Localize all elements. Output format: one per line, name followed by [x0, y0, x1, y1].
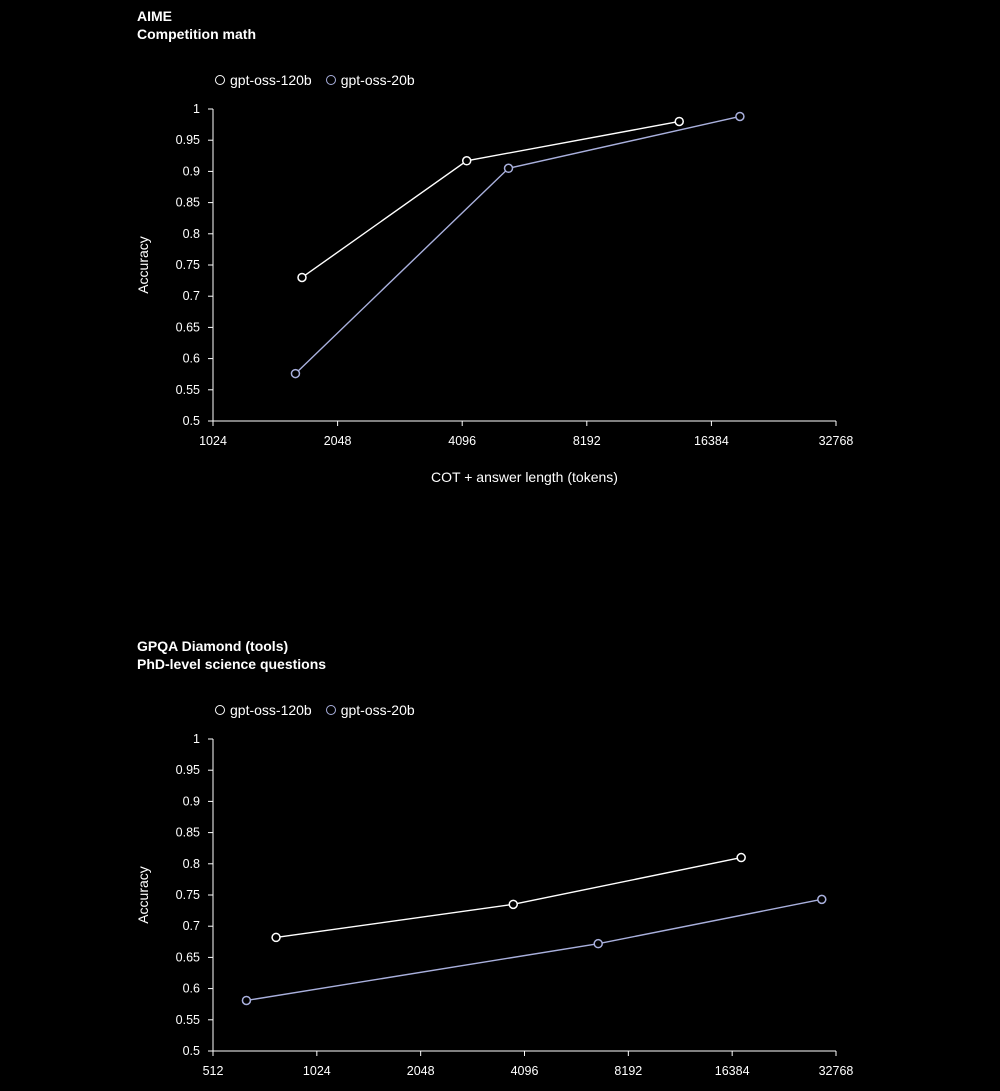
- chart-title: AIME: [137, 8, 172, 24]
- legend: gpt-oss-120b gpt-oss-20b: [215, 702, 429, 718]
- y-tick-label: 1: [193, 732, 200, 746]
- y-tick-label: 0.95: [176, 133, 200, 147]
- data-point-gpt-oss-20b: [290, 368, 301, 379]
- y-tick-label: 1: [193, 102, 200, 116]
- data-point-gpt-oss-20b: [503, 163, 514, 174]
- y-tick-label: 0.55: [176, 1013, 200, 1027]
- data-point-gpt-oss-120b: [461, 156, 472, 166]
- y-tick-label: 0.7: [183, 919, 200, 933]
- circle-marker-icon: [215, 705, 225, 715]
- y-tick-label: 0.75: [176, 888, 200, 902]
- y-tick-label: 0.7: [183, 289, 200, 303]
- y-tick-label: 0.95: [176, 763, 200, 777]
- y-tick-label: 0.6: [183, 352, 200, 366]
- x-axis-label: COT + answer length (tokens): [431, 469, 618, 485]
- y-axis-label: Accuracy: [135, 236, 151, 294]
- data-point-gpt-oss-120b: [297, 272, 307, 283]
- y-tick-label: 0.9: [183, 164, 200, 178]
- legend-item-120b: gpt-oss-120b: [215, 702, 312, 718]
- series-line-gpt-oss-120b: [301, 120, 680, 279]
- data-point-gpt-oss-20b: [593, 938, 603, 949]
- y-axis-label: Accuracy: [135, 866, 151, 924]
- y-tick-label: 0.65: [176, 950, 200, 964]
- series-line-gpt-oss-120b: [275, 856, 742, 939]
- x-tick-label: 1024: [303, 1064, 331, 1078]
- x-tick-label: 32768: [819, 1064, 854, 1078]
- data-point-gpt-oss-20b: [817, 894, 827, 905]
- x-tick-label: 16384: [694, 434, 729, 448]
- x-tick-label: 1024: [199, 434, 227, 448]
- data-point-gpt-oss-20b: [241, 995, 252, 1006]
- x-tick-label: 16384: [715, 1064, 750, 1078]
- y-tick-label: 0.85: [176, 196, 200, 210]
- y-tick-label: 0.65: [176, 320, 200, 334]
- legend: gpt-oss-120b gpt-oss-20b: [215, 72, 429, 88]
- y-tick-label: 0.9: [183, 794, 200, 808]
- x-tick-label: 2048: [324, 434, 352, 448]
- x-tick-label: 2048: [407, 1064, 435, 1078]
- chart-title: GPQA Diamond (tools): [137, 638, 289, 654]
- data-point-gpt-oss-120b: [736, 852, 746, 863]
- data-point-gpt-oss-120b: [271, 932, 281, 943]
- y-tick-label: 0.85: [176, 826, 200, 840]
- aime-chart: AIME Competition math gpt-oss-120b gpt-o…: [0, 0, 1000, 540]
- y-tick-label: 0.55: [176, 383, 200, 397]
- data-point-gpt-oss-120b: [508, 899, 519, 910]
- y-tick-label: 0.5: [183, 1044, 200, 1058]
- y-tick-label: 0.6: [183, 982, 200, 996]
- data-point-gpt-oss-20b: [735, 111, 745, 122]
- x-tick-label: 4096: [448, 434, 476, 448]
- x-tick-label: 8192: [614, 1064, 642, 1078]
- y-tick-label: 0.75: [176, 258, 200, 272]
- legend-label: gpt-oss-120b: [230, 702, 312, 718]
- series-line-gpt-oss-20b: [246, 898, 822, 1002]
- x-tick-label: 8192: [573, 434, 601, 448]
- legend-item-20b: gpt-oss-20b: [325, 702, 415, 718]
- chart-subtitle: PhD-level science questions: [137, 656, 327, 672]
- x-tick-label: 4096: [511, 1064, 539, 1078]
- legend-label: gpt-oss-20b: [340, 72, 415, 88]
- legend-item-20b: gpt-oss-20b: [325, 72, 415, 88]
- legend-item-120b: gpt-oss-120b: [215, 72, 312, 88]
- chart-subtitle: Competition math: [137, 26, 256, 42]
- legend-label: gpt-oss-120b: [230, 72, 312, 88]
- series-line-gpt-oss-20b: [294, 115, 741, 375]
- y-tick-label: 0.8: [183, 227, 200, 241]
- y-tick-label: 0.5: [183, 414, 200, 428]
- legend-label: gpt-oss-20b: [340, 702, 415, 718]
- data-point-gpt-oss-120b: [674, 116, 684, 127]
- gpqa-chart: GPQA Diamond (tools) PhD-level science q…: [0, 630, 1000, 1091]
- aime-plot: 1 0.95 0.9 0.85 0.8 0.75 0.7 0.65 0.6 0.55 0.5 1024…: [135, 102, 854, 485]
- circle-marker-icon: [325, 75, 336, 85]
- x-tick-label: 512: [203, 1064, 224, 1078]
- circle-marker-icon: [215, 75, 225, 85]
- x-tick-label: 32768: [819, 434, 854, 448]
- y-tick-label: 0.8: [183, 857, 200, 871]
- circle-marker-icon: [325, 705, 336, 715]
